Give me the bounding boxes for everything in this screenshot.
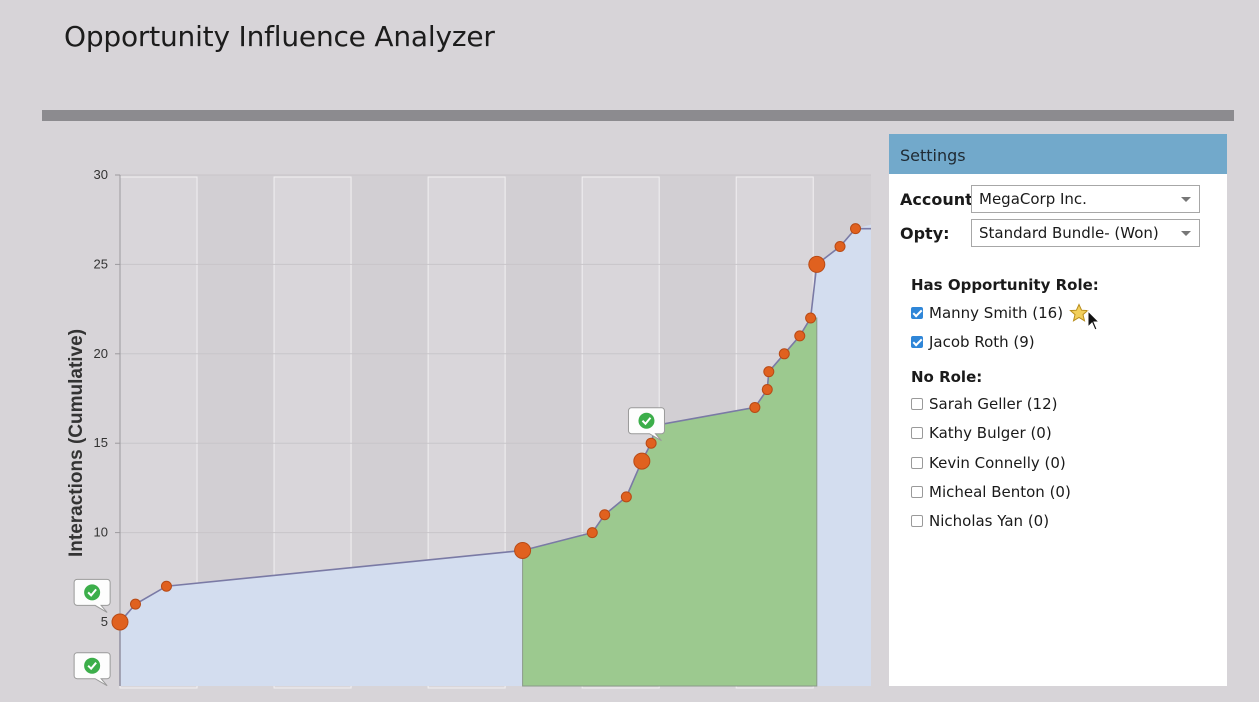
data-point[interactable] (834, 241, 846, 253)
no-role-item-label: Kathy Bulger (0) (929, 424, 1052, 442)
data-point[interactable] (808, 255, 826, 273)
y-tick-label: 30 (94, 167, 108, 182)
data-point[interactable] (761, 384, 773, 396)
badge-circle (84, 584, 101, 601)
data-point[interactable] (805, 312, 817, 324)
y-axis-label: Interactions (Cumulative) (66, 329, 87, 557)
has-role-item-label: Jacob Roth (9) (929, 333, 1035, 351)
interactions-chart[interactable]: 5 10 15 20 25 30 Interactions (Cumulative) (0, 0, 885, 702)
check-badge-icon[interactable] (627, 407, 665, 442)
no-role-item-label: Sarah Geller (12) (929, 395, 1058, 413)
y-tick-label: 10 (94, 525, 108, 540)
checkbox[interactable] (911, 515, 923, 527)
y-tick-label: 15 (94, 435, 108, 450)
no-role-item[interactable]: Sarah Geller (12) (911, 393, 1058, 415)
settings-panel: Settings Account: MegaCorp Inc. Opty: St… (889, 134, 1227, 686)
y-tick-label: 5 (101, 614, 108, 629)
settings-header: Settings (889, 134, 1227, 174)
data-point[interactable] (794, 330, 806, 342)
has-role-item[interactable]: Manny Smith (16) (911, 302, 1089, 324)
has-role-title: Has Opportunity Role: (911, 276, 1099, 294)
check-badge-icon[interactable] (73, 652, 111, 687)
has-role-item[interactable]: Jacob Roth (9) (911, 331, 1035, 353)
no-role-item-label: Micheal Benton (0) (929, 483, 1071, 501)
account-select[interactable]: MegaCorp Inc. (971, 185, 1200, 213)
badge-circle (84, 657, 101, 674)
account-label: Account: (900, 189, 980, 209)
data-point[interactable] (850, 223, 862, 235)
data-point[interactable] (514, 541, 532, 559)
data-point[interactable] (129, 598, 141, 610)
y-axis: 5 10 15 20 25 30 (94, 167, 121, 686)
chart-markers[interactable] (73, 407, 665, 687)
no-role-item-label: Kevin Connelly (0) (929, 454, 1066, 472)
checkmark-icon (87, 662, 97, 671)
checkbox[interactable] (911, 427, 923, 439)
header-divider-bar (42, 110, 1234, 121)
y-tick-label: 20 (94, 346, 108, 361)
data-point[interactable] (111, 613, 129, 631)
no-role-title: No Role: (911, 368, 983, 386)
no-role-item[interactable]: Kevin Connelly (0) (911, 452, 1066, 474)
opty-label: Opty: (900, 223, 950, 243)
mouse-cursor-icon (1087, 310, 1101, 331)
data-point[interactable] (645, 437, 657, 449)
data-point[interactable] (749, 401, 761, 413)
opty-row: Opty: (900, 219, 971, 247)
no-role-item[interactable]: Nicholas Yan (0) (911, 510, 1049, 532)
chevron-down-icon (1181, 197, 1191, 202)
series-line (119, 227, 871, 623)
no-role-item[interactable]: Micheal Benton (0) (911, 481, 1071, 503)
page-title: Opportunity Influence Analyzer (64, 20, 495, 53)
account-row: Account: (900, 185, 980, 213)
checkbox[interactable] (911, 307, 923, 319)
has-role-item-label: Manny Smith (16) (929, 304, 1064, 322)
star-icon (1069, 303, 1089, 322)
opty-select-value: Standard Bundle- (Won) (979, 224, 1159, 242)
badge-circle (638, 412, 655, 429)
checkbox[interactable] (911, 398, 923, 410)
data-point[interactable] (633, 452, 651, 470)
data-point[interactable] (599, 509, 611, 521)
y-tick-label: 25 (94, 256, 108, 271)
data-point[interactable] (586, 527, 598, 539)
checkbox[interactable] (911, 336, 923, 348)
chart-line (119, 227, 871, 623)
chevron-down-icon (1181, 231, 1191, 236)
no-role-item-label: Nicholas Yan (0) (929, 512, 1050, 530)
account-select-value: MegaCorp Inc. (979, 190, 1087, 208)
data-point[interactable] (620, 491, 632, 503)
no-role-item[interactable]: Kathy Bulger (0) (911, 422, 1052, 444)
checkmark-icon (641, 417, 652, 426)
data-point[interactable] (763, 366, 775, 378)
data-point[interactable] (160, 580, 172, 592)
checkbox[interactable] (911, 486, 923, 498)
data-point[interactable] (778, 348, 790, 360)
opty-select[interactable]: Standard Bundle- (Won) (971, 219, 1200, 247)
checkmark-icon (87, 588, 97, 597)
check-badge-icon[interactable] (73, 578, 111, 613)
checkbox[interactable] (911, 457, 923, 469)
